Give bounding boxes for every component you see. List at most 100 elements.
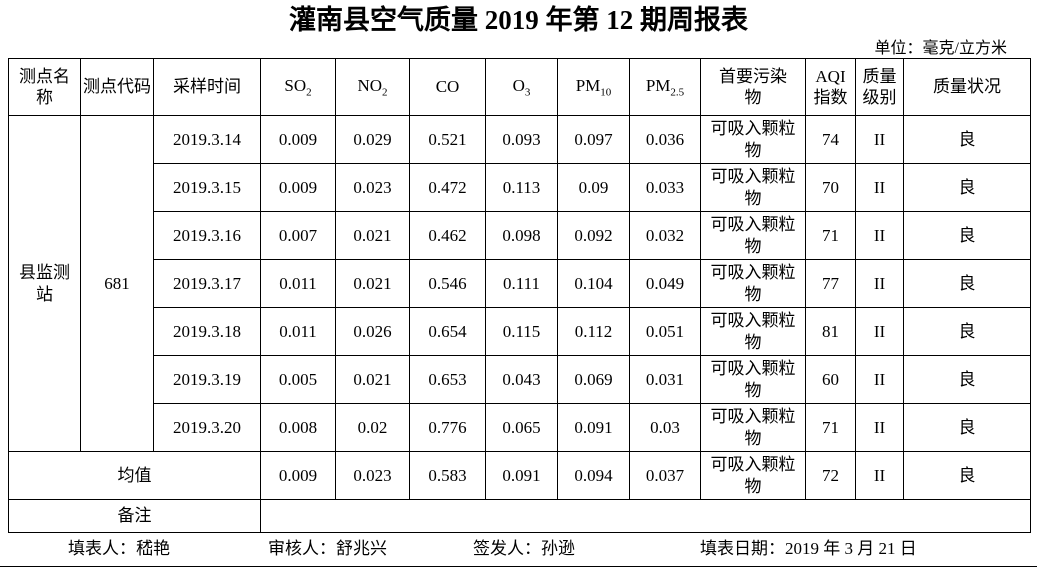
table-row: 2019.3.19 0.005 0.021 0.653 0.043 0.069 0.031 可… (9, 355, 1031, 405)
primary-pollutant-cell: 可吸入颗粒物 (700, 163, 806, 213)
date-cell: 2019.3.14 (153, 115, 261, 165)
no2-cell: 0.021 (335, 211, 410, 261)
pm25-cell: 0.031 (629, 355, 701, 405)
pm10-cell: 0.069 (557, 355, 630, 405)
header-cell: CO (409, 58, 486, 117)
pm25-cell: 0.032 (629, 211, 701, 261)
co-cell: 0.521 (409, 115, 486, 165)
o3-cell: 0.111 (485, 259, 558, 309)
average-label-cell: 均值 (8, 451, 261, 501)
header-subscript: 2 (306, 85, 312, 98)
pm25-cell: 0.03 (629, 403, 701, 453)
aqi-cell: 71 (805, 403, 856, 453)
average-pm25-cell: 0.037 (629, 451, 701, 501)
date-cell: 2019.3.18 (153, 307, 261, 357)
header-cell: 首要污染物 (700, 58, 806, 117)
status-cell: 良 (903, 259, 1031, 309)
pm10-cell: 0.09 (557, 163, 630, 213)
primary-pollutant-cell: 可吸入颗粒物 (700, 115, 806, 165)
o3-cell: 0.098 (485, 211, 558, 261)
co-cell: 0.546 (409, 259, 486, 309)
status-cell: 良 (903, 355, 1031, 405)
status-cell: 良 (903, 163, 1031, 213)
remark-value-cell (260, 499, 1031, 534)
grade-cell: II (855, 115, 904, 165)
pm25-cell: 0.051 (629, 307, 701, 357)
so2-cell: 0.009 (260, 163, 336, 213)
co-cell: 0.462 (409, 211, 486, 261)
grade-cell: II (855, 259, 904, 309)
page-title: 灌南县空气质量 2019 年第 12 期周报表 (289, 5, 748, 35)
table-row: 2019.3.17 0.011 0.021 0.546 0.111 0.104 0.049 可… (9, 259, 1031, 309)
no2-cell: 0.023 (335, 163, 410, 213)
pm25-cell: 0.033 (629, 163, 701, 213)
pm10-cell: 0.104 (557, 259, 630, 309)
co-cell: 0.654 (409, 307, 486, 357)
o3-cell: 0.093 (485, 115, 558, 165)
pm10-cell: 0.112 (557, 307, 630, 357)
header-cell: NO2 (335, 58, 410, 117)
so2-cell: 0.011 (260, 307, 336, 357)
date-cell: 2019.3.16 (153, 211, 261, 261)
no2-cell: 0.021 (335, 259, 410, 309)
status-cell: 良 (903, 403, 1031, 453)
so2-cell: 0.011 (260, 259, 336, 309)
primary-pollutant-cell: 可吸入颗粒物 (700, 451, 806, 501)
table-row: 2019.3.16 0.007 0.021 0.462 0.098 0.092 0.032 可… (9, 211, 1031, 261)
status-cell: 良 (903, 211, 1031, 261)
co-cell: 0.653 (409, 355, 486, 405)
so2-cell: 0.008 (260, 403, 336, 453)
date-cell: 2019.3.15 (153, 163, 261, 213)
average-grade-cell: II (855, 451, 904, 501)
remark-row: 备注 (8, 499, 1031, 534)
average-no2-cell: 0.023 (335, 451, 410, 501)
o3-cell: 0.113 (485, 163, 558, 213)
header-cell: 质量级别 (855, 58, 904, 117)
o3-cell: 0.043 (485, 355, 558, 405)
so2-cell: 0.009 (260, 115, 336, 165)
primary-pollutant-cell: 可吸入颗粒物 (700, 211, 806, 261)
status-cell: 良 (903, 115, 1031, 165)
preparer-label: 填表人：嵇艳 (68, 539, 170, 559)
header-cell: PM10 (557, 58, 630, 117)
average-status-cell: 良 (903, 451, 1031, 501)
reviewer-label: 审核人：舒兆兴 (268, 539, 387, 559)
average-row: 均值 0.009 0.023 0.583 0.091 0.094 0.037 可… (8, 451, 1031, 501)
no2-cell: 0.021 (335, 355, 410, 405)
primary-pollutant-cell: 可吸入颗粒物 (700, 259, 806, 309)
grade-cell: II (855, 403, 904, 453)
grade-cell: II (855, 163, 904, 213)
o3-cell: 0.115 (485, 307, 558, 357)
table-header-row: 测点名称 测点代码 采样时间 SO2 NO2 CO O3 PM10 PM2.5 首要污染物 AQI指… (8, 58, 1031, 117)
station-name-cell: 县监测站 (8, 115, 81, 453)
average-so2-cell: 0.009 (260, 451, 336, 501)
header-cell: O3 (485, 58, 558, 117)
status-cell: 良 (903, 307, 1031, 357)
average-pm10-cell: 0.094 (557, 451, 630, 501)
average-o3-cell: 0.091 (485, 451, 558, 501)
primary-pollutant-cell: 可吸入颗粒物 (700, 403, 806, 453)
remark-label-cell: 备注 (8, 499, 261, 534)
header-subscript: 10 (600, 85, 612, 98)
primary-pollutant-cell: 可吸入颗粒物 (700, 307, 806, 357)
no2-cell: 0.026 (335, 307, 410, 357)
header-cell: PM2.5 (629, 58, 701, 117)
fill-date-label: 填表日期：2019 年 3 月 21 日 (700, 539, 917, 559)
table-summary: 均值 0.009 0.023 0.583 0.091 0.094 0.037 可… (8, 451, 1031, 534)
co-cell: 0.472 (409, 163, 486, 213)
date-cell: 2019.3.17 (153, 259, 261, 309)
aqi-cell: 74 (805, 115, 856, 165)
no2-cell: 0.029 (335, 115, 410, 165)
table-row: 2019.3.15 0.009 0.023 0.472 0.113 0.09 0.033 可吸… (9, 163, 1031, 213)
header-subscript: 3 (524, 85, 531, 98)
date-cell: 2019.3.20 (153, 403, 261, 453)
header-cell: AQI指数 (805, 58, 856, 117)
so2-cell: 0.007 (260, 211, 336, 261)
header-cell: 质量状况 (903, 58, 1031, 117)
header-cell: 测点名称 (8, 58, 81, 117)
o3-cell: 0.065 (485, 403, 558, 453)
header-subscript: 2.5 (670, 85, 685, 98)
table-row: 县监测站 681 2019.3.14 0.009 0.029 0.521 0.093 0.09… (8, 115, 1031, 453)
air-quality-table: 测点名称 测点代码 采样时间 SO2 NO2 CO O3 PM10 PM2.5 首要污染物 AQI指… (8, 58, 1031, 534)
